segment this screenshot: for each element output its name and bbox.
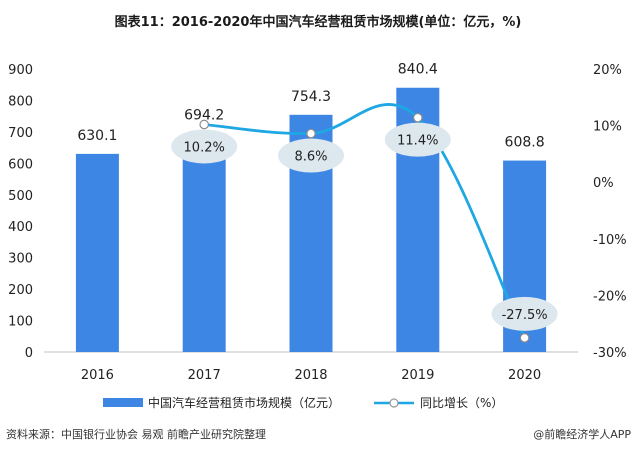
growth-value-label: 11.4% <box>397 134 438 149</box>
bar <box>182 133 226 352</box>
y-right-tick-label: -10% <box>593 233 627 248</box>
line-data-labels: 10.2% 8.6% 11.4% -27.5% <box>171 122 558 331</box>
growth-value-label: -27.5% <box>502 308 548 323</box>
x-tick-label: 2016 <box>81 368 114 383</box>
y-right-tick-label: 10% <box>593 120 622 135</box>
bar-value-label: 840.4 <box>398 62 438 78</box>
x-tick-label: 2018 <box>294 368 327 383</box>
y-right-tick-label: -30% <box>593 346 627 361</box>
y-left-tick-label: 100 <box>8 315 33 330</box>
growth-label-bubble <box>171 129 238 164</box>
y-left-tick-label: 800 <box>8 94 33 109</box>
legend-bar-label: 中国汽车经营租赁市场规模（亿元） <box>148 395 340 410</box>
y-axis-right: 20% 10% 0% -10% -20% -30% <box>593 63 627 361</box>
y-left-tick-label: 600 <box>8 157 33 172</box>
chart-title: 图表11：2016-2020年中国汽车经营租赁市场规模(单位：亿元，%) <box>115 14 522 30</box>
y-left-tick-label: 900 <box>8 63 33 78</box>
growth-point <box>412 112 423 123</box>
growth-label-bubble <box>491 296 558 331</box>
y-right-tick-label: 0% <box>593 176 614 191</box>
source-note: 资料来源：中国银行业协会 易观 前瞻产业研究院整理 <box>6 427 266 441</box>
y-left-tick-label: 200 <box>8 283 33 298</box>
y-left-tick-label: 700 <box>8 126 33 141</box>
x-axis: 2016 2017 2018 2019 2020 <box>81 368 541 383</box>
brand-label: @前瞻经济学人APP <box>533 427 631 441</box>
bar-data-labels: 630.1 694.2 754.3 840.4 608.8 <box>77 62 544 151</box>
y-left-tick-label: 300 <box>8 252 33 267</box>
line-series <box>199 103 530 343</box>
bar-value-label: 694.2 <box>184 108 224 124</box>
bar-value-label: 630.1 <box>77 128 117 144</box>
y-left-tick-label: 500 <box>8 189 33 204</box>
x-tick-label: 2020 <box>508 368 541 383</box>
x-tick-label: 2019 <box>401 368 434 383</box>
bar-value-label: 754.3 <box>291 89 331 105</box>
growth-point <box>306 128 316 139</box>
legend-line-marker <box>389 398 399 408</box>
legend-line-label: 同比增长（%） <box>420 396 503 410</box>
x-tick-label: 2017 <box>188 368 221 383</box>
growth-value-label: 10.2% <box>184 140 225 155</box>
y-left-tick-label: 400 <box>8 220 33 235</box>
growth-label-bubble <box>278 138 344 173</box>
y-left-tick-label: 0 <box>25 346 33 361</box>
legend-bar-swatch <box>103 398 143 407</box>
growth-point <box>199 119 209 130</box>
growth-label-bubble <box>384 122 451 157</box>
bar <box>75 153 119 352</box>
y-axis-left: 0 100 200 300 400 500 600 700 800 900 <box>8 63 33 361</box>
growth-value-label: 8.6% <box>294 150 327 165</box>
y-right-tick-label: 20% <box>593 63 622 78</box>
legend: 中国汽车经营租赁市场规模（亿元） 同比增长（%） <box>103 395 503 410</box>
growth-point <box>519 333 530 343</box>
y-right-tick-label: -20% <box>593 289 627 304</box>
bar-value-label: 608.8 <box>505 135 545 151</box>
growth-line <box>204 103 526 339</box>
